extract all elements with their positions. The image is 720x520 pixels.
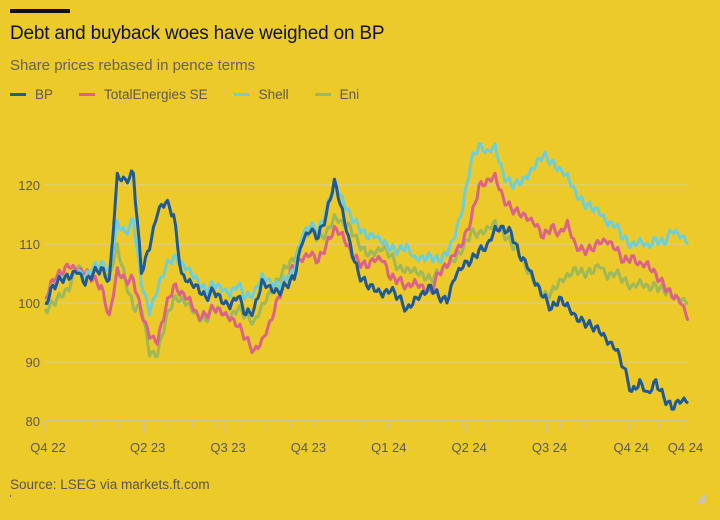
corner-fold-icon <box>696 493 706 503</box>
y-tick-label: 120 <box>18 178 40 193</box>
footnote-mark <box>10 495 11 497</box>
y-tick-label: 110 <box>19 237 40 252</box>
legend-swatch-totalenergies <box>79 93 96 96</box>
x-tick-label: Q3 23 <box>210 440 245 455</box>
x-tick-label: Q2 23 <box>130 440 165 455</box>
series-line-eni <box>43 213 689 359</box>
chart-title: Debt and buyback woes have weighed on BP <box>10 23 385 44</box>
x-tick-label: Q2 24 <box>451 440 486 455</box>
legend-item-totalenergies: TotalEnergies SE <box>79 87 208 102</box>
legend-item-shell: Shell <box>233 87 289 102</box>
x-tick-label: Q4 24 <box>668 440 703 455</box>
legend-label-eni: Eni <box>339 87 360 102</box>
x-tick-label: Q4 24 <box>613 440 648 455</box>
legend-item-bp: BP <box>10 87 53 102</box>
legend: BP TotalEnergies SE Shell Eni <box>10 87 385 102</box>
x-axis: Q4 22 Q2 23 Q3 23 Q4 23 Q1 24 Q2 24 Q3 24 Q4 24… <box>30 421 703 455</box>
legend-swatch-shell <box>233 93 250 96</box>
legend-label-bp: BP <box>35 87 54 102</box>
chart-subtitle: Share prices rebased in pence terms <box>10 57 256 74</box>
series-line-totalenergies-se <box>44 171 690 354</box>
series-line-bp <box>44 169 690 411</box>
gridlines <box>45 184 688 422</box>
legend-swatch-eni <box>314 93 331 96</box>
x-tick-label: Q1 24 <box>371 440 406 455</box>
legend-swatch-bp <box>10 93 26 96</box>
legend-label-shell: Shell <box>258 87 289 102</box>
y-tick-label: 80 <box>26 414 40 429</box>
source-note: Source: LSEG via markets.ft.com <box>10 477 210 492</box>
legend-item-eni: Eni <box>314 87 360 102</box>
series-line-shell <box>44 142 690 317</box>
legend-label-totalenergies: TotalEnergies SE <box>104 87 208 102</box>
y-tick-label: 90 <box>26 355 40 370</box>
x-tick-label: Q4 23 <box>291 440 326 455</box>
brand-accent-bar <box>10 9 70 13</box>
y-axis: 80 90 100 110 120 <box>18 178 40 429</box>
x-tick-label: Q4 22 <box>30 440 65 455</box>
series-lines <box>43 142 690 411</box>
x-tick-label: Q3 24 <box>532 440 567 455</box>
y-tick-label: 100 <box>18 296 40 311</box>
